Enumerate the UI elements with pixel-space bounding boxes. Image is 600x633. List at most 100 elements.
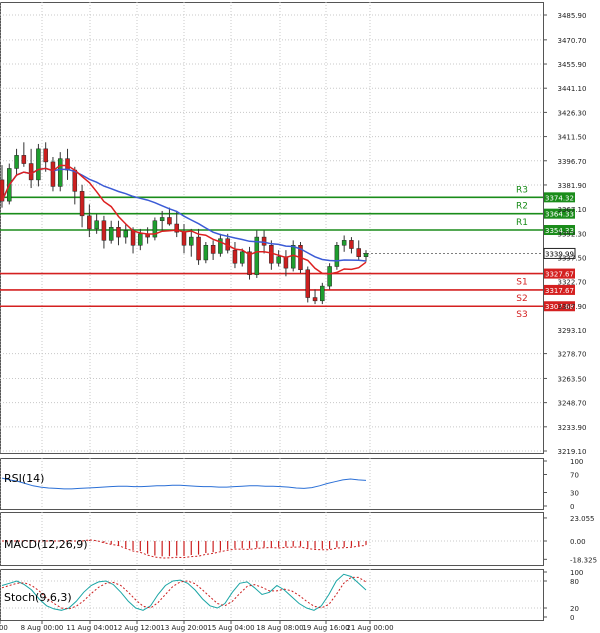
candle-body [269, 245, 274, 264]
level-name-s3: S3 [516, 310, 527, 320]
panel-frame-stoch [0, 569, 544, 621]
stoch-tick-label: 20 [570, 605, 579, 613]
x-tick-label: 15 Aug 04:00 [207, 624, 254, 632]
candle-body [196, 236, 201, 261]
level-tag-label: 3364.33 [545, 211, 574, 219]
y-tick-label: 3293.10 [558, 327, 587, 335]
y-tick-label: 3367.10 [558, 206, 587, 214]
candle-body [203, 245, 209, 261]
stoch-tick-label: 100 [570, 569, 583, 577]
rsi-tick-label: 70 [570, 472, 579, 480]
x-tick-label: 8 Aug 00:00 [21, 624, 64, 632]
candle-body [130, 230, 136, 246]
y-tick-label: 3426.30 [558, 109, 587, 117]
candle-body [254, 236, 260, 275]
y-tick-label: 3233.90 [558, 424, 587, 432]
candle-body [79, 191, 85, 217]
candle-body [0, 179, 5, 202]
ma-slow-line [1, 167, 367, 262]
candle-body [290, 245, 296, 269]
y-tick-label: 3352.30 [558, 230, 587, 238]
candle-body [320, 285, 325, 302]
candle-body [14, 155, 19, 169]
rsi-title: RSI(14) [4, 472, 44, 485]
level-tag-r2 [544, 208, 575, 219]
macd-tick-label: 23.055 [570, 515, 595, 523]
candle-body [341, 240, 347, 246]
candle-body [21, 155, 27, 164]
stoch-k-line [1, 573, 367, 611]
level-name-s2: S2 [516, 294, 527, 304]
candle-body [283, 256, 289, 269]
candle-body [36, 148, 41, 181]
rsi-line [1, 477, 367, 490]
candle-body [312, 297, 318, 302]
level-tag-label: 3307.68 [545, 303, 574, 311]
level-tag-s3 [544, 301, 575, 312]
level-tag-label: 3317.67 [545, 287, 574, 295]
y-tick-label: 3441.10 [558, 85, 587, 93]
candle-body [239, 251, 245, 264]
candle-body [363, 253, 369, 257]
candle-body [116, 227, 121, 238]
stoch-d-line [1, 576, 367, 610]
candle-body [72, 169, 78, 192]
candle-body [356, 248, 361, 257]
stoch-tick-label: 80 [570, 578, 579, 586]
level-name-r3: R3 [516, 185, 528, 195]
level-tag-s1 [544, 268, 575, 279]
y-tick-label: 3411.50 [558, 134, 587, 142]
y-tick-label: 3248.70 [558, 400, 587, 408]
price-series-layer [0, 142, 369, 305]
x-tick-label: 18 Aug 08:00 [256, 624, 303, 632]
stoch-title: Stoch(9,6,3) [4, 591, 72, 604]
candle-body [123, 230, 129, 238]
level-tag-s2 [544, 284, 575, 295]
panel-frame-price [0, 2, 544, 454]
candle-body [232, 249, 238, 264]
x-tick-label: 6:00 [0, 624, 8, 632]
x-tick-label: 19 Aug 16:00 [302, 624, 349, 632]
level-tag-r3 [544, 192, 575, 203]
y-tick-label: 3263.50 [558, 375, 587, 383]
y-tick-label: 3278.70 [558, 351, 587, 359]
candle-body [349, 240, 354, 249]
macd-signal-line [2, 539, 367, 559]
candle-body [87, 215, 92, 230]
last-price-tag [543, 247, 576, 259]
x-tick-label: 13 Aug 20:00 [160, 624, 207, 632]
macd-tick-label: -18.325 [570, 556, 597, 564]
indicator-layer: RSI(14) MACD(12,26,9) Stoch(9,6,3) [1, 472, 367, 611]
candle-body [247, 251, 252, 275]
macd-tick-label: 0.00 [570, 538, 586, 546]
stoch-tick-label: 0 [570, 614, 574, 622]
candle-body [28, 163, 34, 181]
level-name-r2: R2 [516, 202, 528, 212]
x-tick-label: 11 Aug 04:00 [66, 624, 113, 632]
candle-body [138, 233, 143, 246]
candle-body [210, 245, 216, 254]
candle-body [65, 158, 70, 171]
x-tick-label: 12 Aug 12:00 [113, 624, 160, 632]
candle-body [189, 236, 194, 246]
y-tick-label: 3485.90 [558, 12, 587, 20]
candle-body [57, 158, 63, 187]
candle-body [174, 223, 179, 233]
level-name-s1: S1 [516, 278, 527, 288]
candle-body [261, 236, 267, 246]
candle-body [276, 256, 281, 264]
ma-fast-line [1, 164, 367, 275]
candle-body [159, 217, 165, 221]
candle-body [94, 220, 99, 230]
candle-body [101, 220, 107, 241]
macd-title: MACD(12,26,9) [4, 538, 88, 551]
rsi-tick-label: 30 [570, 490, 579, 498]
candle-body [334, 245, 340, 267]
level-name-r1: R1 [516, 218, 528, 228]
rsi-tick-label: 0 [570, 503, 574, 511]
x-tick-label: 21 Aug 00:00 [346, 624, 393, 632]
y-tick-label: 3337.50 [558, 255, 587, 263]
y-tick-label: 3381.90 [558, 182, 587, 190]
